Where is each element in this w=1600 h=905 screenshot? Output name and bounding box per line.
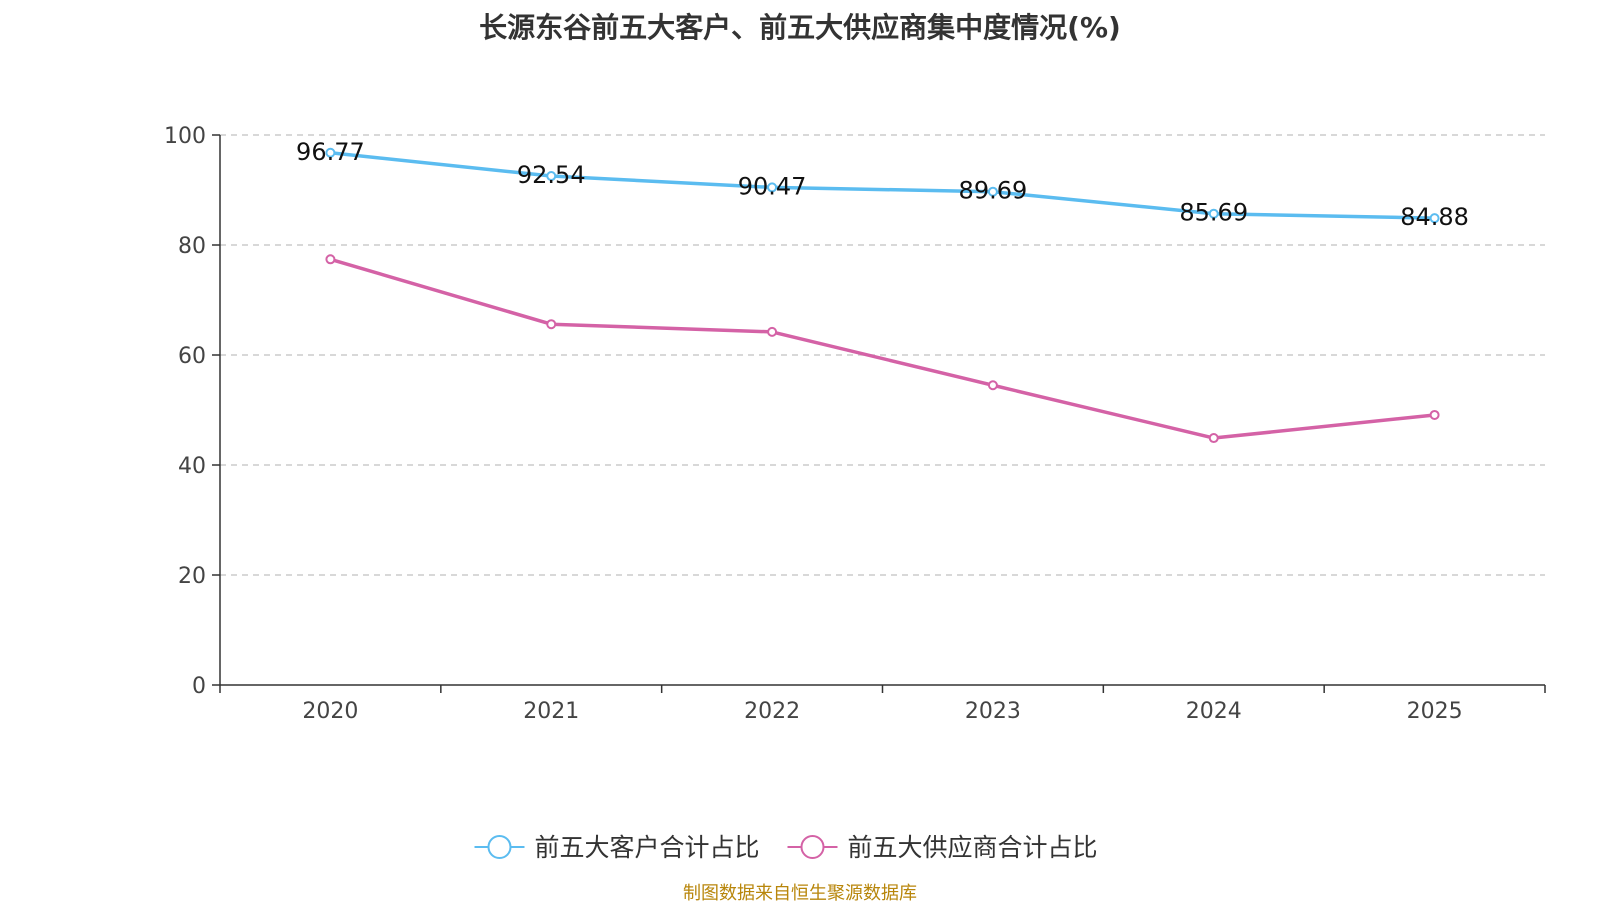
data-point	[1429, 213, 1440, 224]
data-point	[546, 171, 557, 182]
x-tick-label: 2023	[965, 699, 1021, 724]
x-tick-label: 2020	[302, 699, 358, 724]
legend-item-1: 前五大客户合计占比	[474, 833, 760, 862]
grid-lines	[220, 134, 1545, 576]
x-tick-label: 2022	[744, 699, 800, 724]
legend-label: 前五大供应商合计占比	[848, 833, 1098, 862]
data-point	[987, 186, 998, 197]
series-line-2	[329, 257, 1435, 440]
data-labels: 96.77 92.54 90.47 89.69 85.69 84.88	[296, 138, 1469, 231]
series-line-1	[330, 151, 1435, 220]
legend-item-2: 前五大供应商合计占比	[787, 833, 1098, 862]
data-point	[767, 326, 778, 337]
data-label: 90.47	[738, 172, 807, 200]
data-label: 92.54	[517, 161, 586, 189]
data-point	[325, 147, 336, 158]
series	[325, 147, 1440, 444]
x-tick-label: 2021	[523, 699, 579, 724]
y-tick-label: 40	[178, 454, 206, 479]
y-tick-label: 0	[192, 674, 206, 699]
legend: 前五大客户合计占比 前五大供应商合计占比	[474, 833, 1098, 862]
data-point	[546, 319, 557, 330]
data-source-note: 制图数据来自恒生聚源数据库	[683, 883, 917, 904]
data-label: 84.88	[1400, 203, 1469, 231]
data-point	[1208, 433, 1219, 444]
y-tick-label: 80	[178, 234, 206, 259]
data-label: 85.69	[1179, 199, 1248, 227]
data-label: 89.69	[959, 177, 1028, 205]
data-point	[987, 380, 998, 391]
data-point	[1429, 409, 1440, 420]
legend-label: 前五大客户合计占比	[535, 833, 760, 862]
data-label: 96.77	[296, 138, 365, 166]
data-point	[1208, 208, 1219, 219]
chart-title: 长源东谷前五大客户、前五大供应商集中度情况(%)	[479, 11, 1121, 44]
data-point	[325, 254, 336, 265]
x-tick-label: 2024	[1186, 699, 1242, 724]
x-tick-label: 2025	[1407, 699, 1463, 724]
legend-marker	[487, 835, 512, 859]
data-point	[767, 182, 778, 193]
axes: 0 20 40 60 80 100 2020 2021 2022 2023 2024 2025	[164, 124, 1546, 724]
legend-marker	[800, 835, 825, 859]
y-tick-label: 20	[178, 564, 206, 589]
y-tick-label: 100	[164, 124, 206, 149]
y-tick-label: 60	[178, 344, 206, 369]
